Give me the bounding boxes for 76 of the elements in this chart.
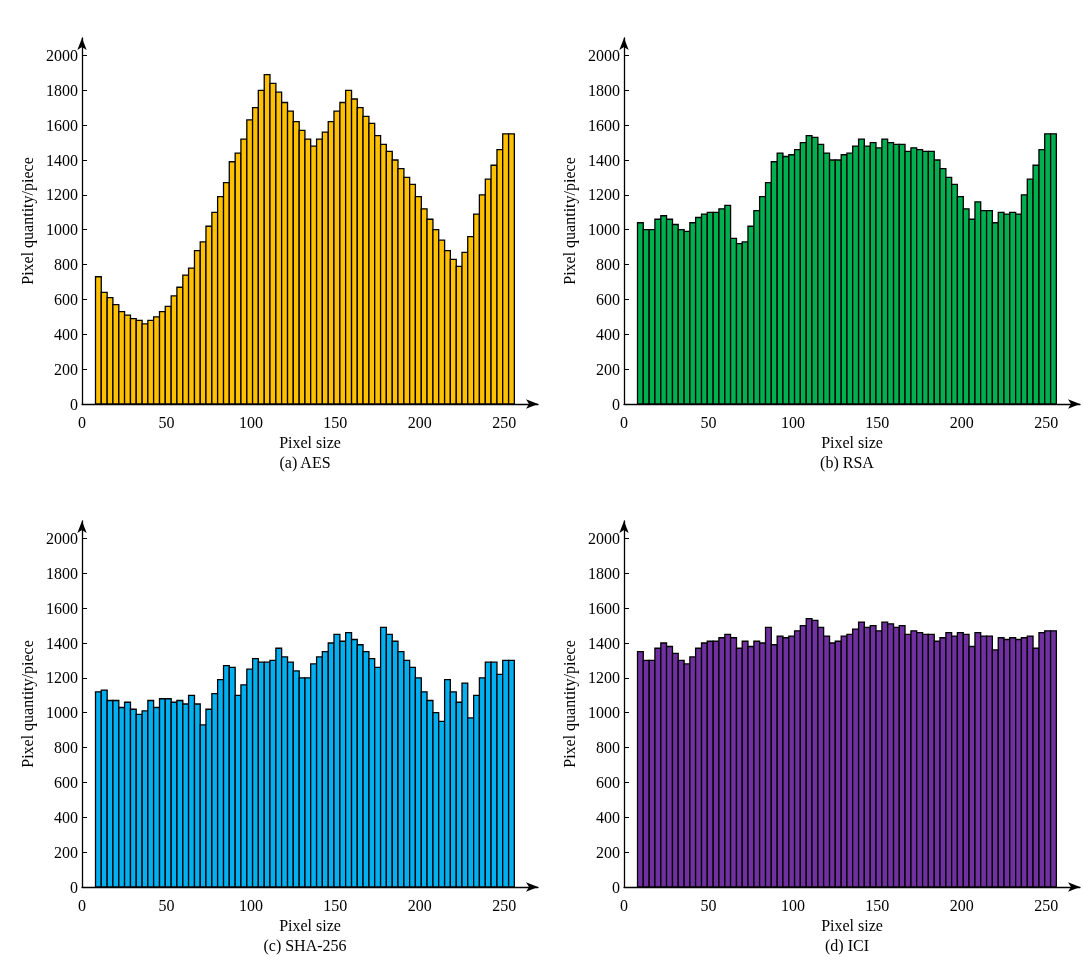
text: (d) ICI: [825, 936, 869, 955]
y-tick-label: 200: [596, 843, 620, 861]
x-tick-label: 50: [158, 896, 175, 914]
y-tick-label: 1800: [588, 564, 620, 582]
y-tick-label: 800: [596, 739, 620, 757]
y-tick-label: 600: [54, 290, 78, 308]
text: (a) AES: [279, 453, 331, 472]
y-tick-label: 0: [612, 878, 620, 896]
x-tick-label: 150: [323, 896, 348, 914]
x-tick-label: 100: [780, 896, 805, 914]
y-tick-label: 0: [70, 395, 78, 413]
x-tick-label: 200: [407, 413, 432, 431]
y-tick-label: 1200: [46, 669, 78, 687]
y-tick-label: 2000: [588, 529, 620, 547]
y-tick-label: 1000: [46, 704, 78, 722]
y-tick-label: 2000: [46, 529, 78, 547]
y-tick-label: 1400: [588, 151, 620, 169]
y-tick-label: 200: [596, 360, 620, 378]
y-tick-label: 200: [54, 360, 78, 378]
x-axis-title: Pixel size: [821, 917, 883, 935]
y-axis-title: Pixel quantity/piece: [560, 640, 579, 768]
y-tick-label: 800: [54, 256, 78, 274]
y-tick-label: 1400: [46, 634, 78, 652]
x-tick-label: 150: [865, 896, 890, 914]
x-tick-label: 50: [158, 413, 175, 431]
x-tick-label: 250: [1034, 896, 1059, 914]
y-tick-label: 400: [54, 325, 78, 343]
x-tick-label: 200: [949, 896, 974, 914]
y-tick-label: 2000: [588, 46, 620, 64]
y-tick-label: 1600: [46, 116, 78, 134]
y-tick-label: 1200: [588, 186, 620, 204]
y-tick-label: 1600: [588, 599, 620, 617]
y-tick-label: 1000: [588, 221, 620, 239]
x-tick-label: 100: [238, 896, 263, 914]
x-tick-label: 250: [1034, 413, 1059, 431]
x-tick-label: 50: [700, 413, 717, 431]
y-tick-label: 1200: [46, 186, 78, 204]
x-tick-label: 100: [238, 413, 263, 431]
y-tick-label: 400: [596, 808, 620, 826]
y-tick-label: 1800: [46, 81, 78, 99]
y-tick-label: 1600: [588, 116, 620, 134]
x-axis-title: Pixel size: [279, 434, 341, 452]
y-tick-label: 1400: [588, 634, 620, 652]
x-tick-label: 250: [492, 413, 517, 431]
x-tick-label: 250: [492, 896, 517, 914]
y-tick-label: 1200: [588, 669, 620, 687]
y-tick-label: 400: [54, 808, 78, 826]
y-tick-label: 1600: [46, 599, 78, 617]
y-axis-title: Pixel quantity/piece: [560, 157, 579, 285]
y-tick-label: 1000: [588, 704, 620, 722]
x-tick-label: 50: [700, 896, 717, 914]
text: (b) RSA: [820, 453, 875, 472]
y-tick-label: 200: [54, 843, 78, 861]
y-tick-label: 600: [596, 290, 620, 308]
y-tick-label: 800: [54, 739, 78, 757]
y-tick-label: 600: [596, 773, 620, 791]
x-tick-label: 200: [407, 896, 432, 914]
y-tick-label: 1800: [46, 564, 78, 582]
y-tick-label: 600: [54, 773, 78, 791]
y-tick-label: 800: [596, 256, 620, 274]
x-tick-label: 150: [323, 413, 348, 431]
x-tick-label: 100: [780, 413, 805, 431]
x-tick-label: 150: [865, 413, 890, 431]
y-axis-title: Pixel quantity/piece: [18, 157, 37, 285]
y-tick-label: 0: [612, 395, 620, 413]
y-tick-label: 1000: [46, 221, 78, 239]
x-axis-title: Pixel size: [821, 434, 883, 452]
x-tick-label: 200: [949, 413, 974, 431]
y-tick-label: 1400: [46, 151, 78, 169]
y-tick-label: 0: [70, 878, 78, 896]
x-axis-title: Pixel size: [279, 917, 341, 935]
y-tick-label: 400: [596, 325, 620, 343]
y-tick-label: 2000: [46, 46, 78, 64]
y-tick-label: 1800: [588, 81, 620, 99]
y-axis-title: Pixel quantity/piece: [18, 640, 37, 768]
text: (c) SHA-256: [263, 936, 347, 955]
